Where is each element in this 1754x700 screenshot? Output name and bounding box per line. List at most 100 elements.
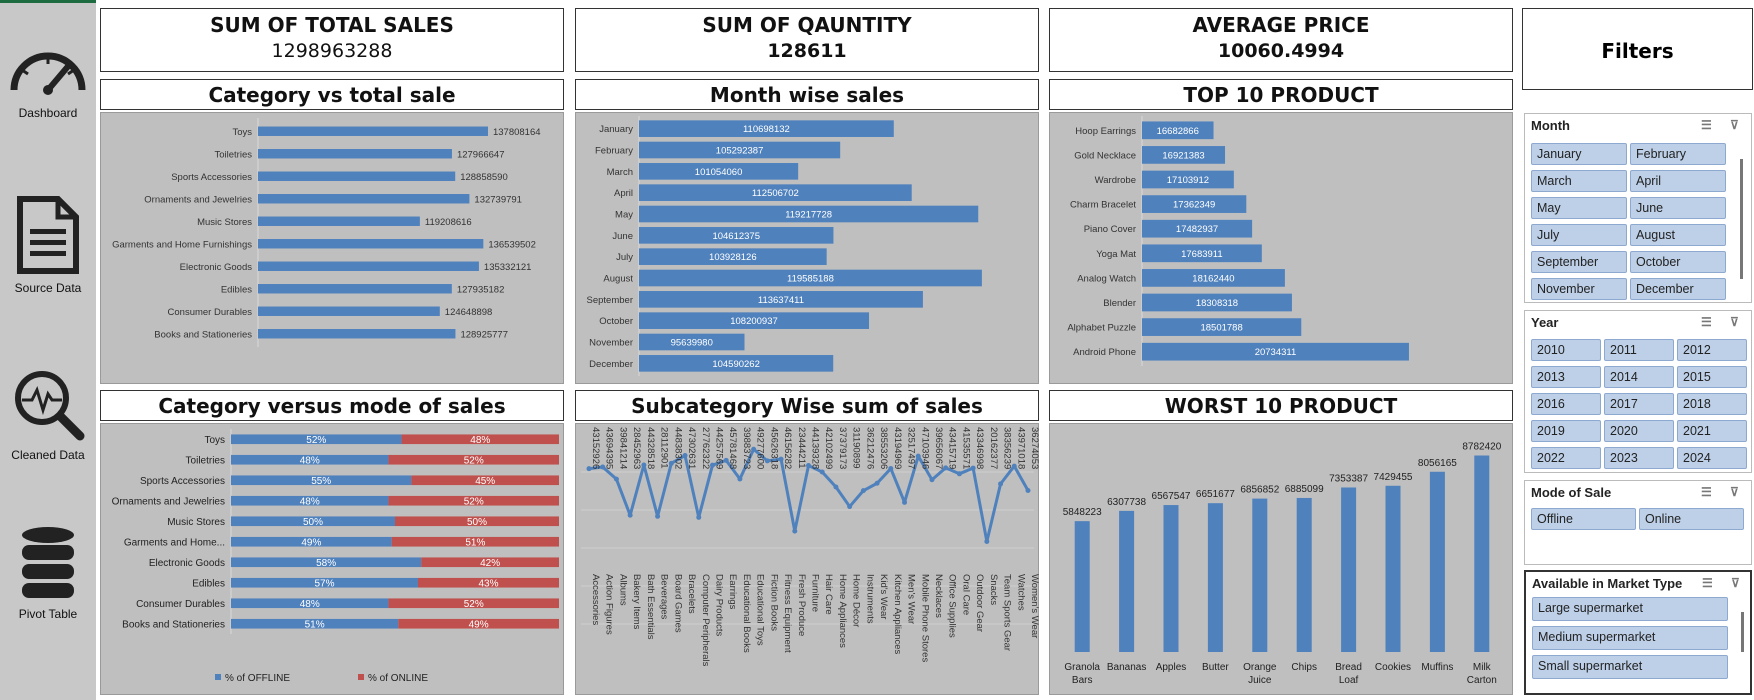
slicer-item[interactable]: 2021 xyxy=(1677,420,1747,442)
slicer-item[interactable]: 2020 xyxy=(1604,420,1674,442)
bar-online xyxy=(388,495,559,506)
slicer-item[interactable]: Medium supermarket xyxy=(1532,626,1728,650)
data-label: 43% xyxy=(478,578,498,589)
bar xyxy=(1142,219,1253,238)
bar xyxy=(639,120,894,137)
slicer-title: Month xyxy=(1531,118,1570,133)
data-label: 95639980 xyxy=(671,338,713,349)
slicer-item[interactable]: 2015 xyxy=(1677,366,1747,388)
bar xyxy=(1385,485,1401,652)
slicer-header: Month ☰ ⊽ xyxy=(1525,114,1751,136)
slicer-item[interactable]: 2023 xyxy=(1604,447,1674,469)
slicer-item[interactable]: August xyxy=(1630,224,1726,246)
multi-select-icon[interactable]: ☰ xyxy=(1702,576,1713,590)
slicer-item[interactable]: 2014 xyxy=(1604,366,1674,388)
slicer-item[interactable]: 2016 xyxy=(1531,393,1601,415)
data-label: 37379173 xyxy=(837,427,848,469)
kpi-quantity: SUM OF QAUNTITY 128611 xyxy=(575,8,1039,72)
bar xyxy=(1429,471,1445,652)
data-label: 52% xyxy=(464,599,484,610)
slicer-item[interactable]: 2011 xyxy=(1604,339,1674,361)
kpi-title: AVERAGE PRICE xyxy=(1192,13,1370,37)
data-point xyxy=(613,476,619,482)
slicer-item[interactable]: June xyxy=(1630,197,1726,219)
bar-online xyxy=(395,516,559,527)
data-label: 55% xyxy=(311,476,331,487)
slicer-item[interactable]: Online xyxy=(1639,508,1744,530)
slicer-item[interactable]: 2012 xyxy=(1677,339,1747,361)
data-label: 32517497 xyxy=(906,427,917,469)
bar-offline xyxy=(231,454,389,465)
data-label: 17362349 xyxy=(1173,200,1215,211)
slicer-item[interactable]: December xyxy=(1630,278,1726,300)
slicer-item[interactable]: October xyxy=(1630,251,1726,273)
slicer-item[interactable]: 2017 xyxy=(1604,393,1674,415)
slicer-item[interactable]: 2022 xyxy=(1531,447,1601,469)
slicer-scrollbar[interactable] xyxy=(1741,612,1744,652)
slicer-item[interactable]: January xyxy=(1531,143,1627,165)
category-label: Gold Necklace xyxy=(1074,150,1136,161)
bar xyxy=(1119,510,1135,652)
bar xyxy=(1142,121,1214,140)
data-label: 18162440 xyxy=(1192,273,1234,284)
multi-select-icon[interactable]: ☰ xyxy=(1701,118,1712,132)
legend-label: % of ONLINE xyxy=(368,673,428,684)
data-label: 7353387 xyxy=(1329,473,1368,484)
category-label: Sports Accessories xyxy=(140,476,225,487)
data-label: 103928126 xyxy=(709,252,757,263)
bar-offline xyxy=(231,536,392,547)
category-label: Charm Bracelet xyxy=(1070,200,1136,211)
data-label: 124648898 xyxy=(445,307,493,318)
slicer-title: Available in Market Type xyxy=(1532,576,1683,591)
clear-filter-icon[interactable]: ⊽ xyxy=(1731,576,1740,590)
filters-header: Filters xyxy=(1522,8,1753,90)
nav-pivot-table[interactable]: Pivot Table xyxy=(0,525,96,621)
slicer-item[interactable]: 2013 xyxy=(1531,366,1601,388)
category-label: Books and Stationeries xyxy=(154,329,252,340)
data-label: 47302631 xyxy=(686,427,697,469)
bar xyxy=(639,205,979,223)
multi-select-icon[interactable]: ☰ xyxy=(1701,315,1712,329)
slicer-item[interactable]: 2024 xyxy=(1677,447,1747,469)
data-label: 42% xyxy=(480,558,500,569)
kpi-value: 1298963288 xyxy=(271,40,393,62)
accent-strip xyxy=(0,0,96,3)
slicer-item[interactable]: April xyxy=(1630,170,1726,192)
slicer-item[interactable]: 2010 xyxy=(1531,339,1601,361)
slicer-item[interactable]: Offline xyxy=(1531,508,1636,530)
slicer-item[interactable]: July xyxy=(1531,224,1627,246)
slicer-item[interactable]: 2019 xyxy=(1531,420,1601,442)
data-label: 44257569 xyxy=(713,427,724,469)
data-label: 42102499 xyxy=(823,427,834,469)
slicer-item[interactable]: February xyxy=(1630,143,1726,165)
slicer-item[interactable]: March xyxy=(1531,170,1627,192)
data-label: 6307738 xyxy=(1107,497,1146,508)
panel-title-subcategory: Subcategory Wise sum of sales xyxy=(575,390,1039,421)
nav-cleaned-data[interactable]: Cleaned Data xyxy=(0,368,96,462)
data-label: 5848223 xyxy=(1063,507,1102,518)
slicer-item[interactable]: Small supermarket xyxy=(1532,655,1728,679)
bar xyxy=(1296,497,1312,652)
multi-select-icon[interactable]: ☰ xyxy=(1701,485,1712,499)
category-label: Snacks xyxy=(988,574,999,605)
slicer-item[interactable]: May xyxy=(1531,197,1627,219)
bar xyxy=(258,171,456,181)
slicer-item[interactable]: November xyxy=(1531,278,1627,300)
data-point xyxy=(696,514,702,520)
clear-filter-icon[interactable]: ⊽ xyxy=(1730,315,1739,329)
slicer-scrollbar[interactable] xyxy=(1740,159,1743,279)
category-label: Piano Cover xyxy=(1084,224,1136,235)
data-label: 6567547 xyxy=(1152,491,1191,502)
nav-source-data[interactable]: Source Data xyxy=(0,195,96,295)
slicer-item[interactable]: Large supermarket xyxy=(1532,597,1728,621)
clear-filter-icon[interactable]: ⊽ xyxy=(1730,118,1739,132)
data-label: 36212476 xyxy=(864,427,875,469)
data-point xyxy=(723,457,729,463)
category-label: Home Appliances xyxy=(837,574,848,648)
clear-filter-icon[interactable]: ⊽ xyxy=(1730,485,1739,499)
slicer-item[interactable]: 2018 xyxy=(1677,393,1747,415)
nav-dashboard[interactable]: Dashboard xyxy=(0,40,96,120)
slicer-item[interactable]: September xyxy=(1531,251,1627,273)
bar xyxy=(639,355,834,372)
bar xyxy=(1074,521,1090,652)
